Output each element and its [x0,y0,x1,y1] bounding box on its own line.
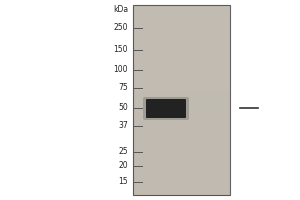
Bar [133,148,230,157]
Bar [133,166,230,176]
FancyBboxPatch shape [143,97,189,120]
Bar [133,138,230,148]
Bar [133,110,230,119]
Bar [133,81,230,90]
FancyBboxPatch shape [146,99,186,118]
Bar [133,157,230,166]
Bar [133,72,230,81]
Bar [133,15,230,24]
Bar [133,43,230,52]
Text: 50: 50 [118,104,128,112]
Bar [133,186,230,195]
Text: 37: 37 [118,121,128,130]
Bar [133,129,230,138]
Bar [133,62,230,72]
Bar [133,90,230,100]
Bar [133,5,230,195]
Bar [133,119,230,129]
Text: 25: 25 [118,148,128,156]
Bar [133,176,230,186]
Bar [133,100,230,110]
Text: 150: 150 [113,46,128,54]
Bar [133,5,230,15]
Text: 20: 20 [118,162,128,170]
Text: 15: 15 [118,178,128,186]
Bar [133,33,230,43]
Bar [133,52,230,62]
Text: 100: 100 [113,66,128,74]
Bar [133,24,230,33]
Text: 250: 250 [113,23,128,32]
Text: 75: 75 [118,84,128,92]
Text: kDa: kDa [113,5,128,15]
